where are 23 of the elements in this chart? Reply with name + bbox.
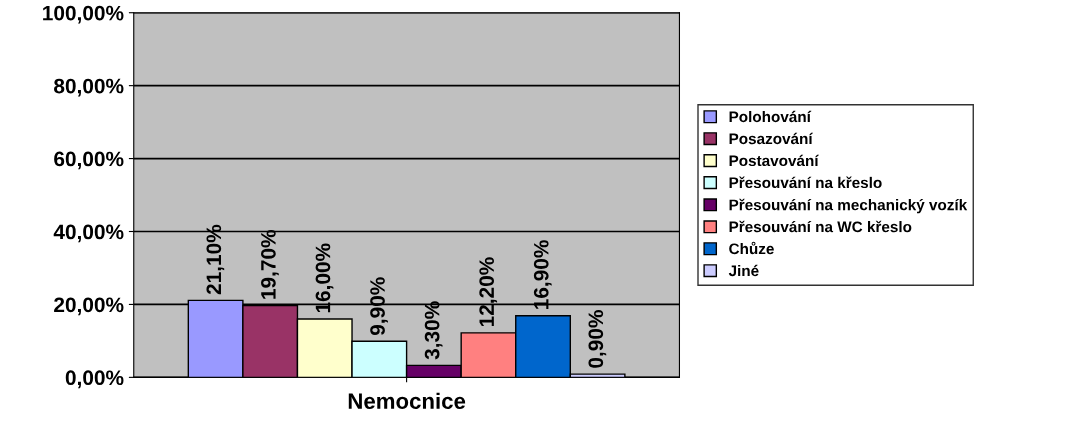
y-tick-label: 20,00% <box>54 297 124 316</box>
data-label: 0,90% <box>588 310 607 368</box>
legend-label: Postavování <box>729 154 819 167</box>
legend-label: Jiné <box>728 264 759 277</box>
y-tick-label: 40,00% <box>53 224 124 243</box>
y-tick-label: 80,00% <box>54 78 124 97</box>
data-label: 9,90% <box>370 277 388 336</box>
data-label: 12,20% <box>479 257 498 327</box>
y-tick-label: 60,00% <box>54 151 124 170</box>
legend-label: Posazování <box>729 132 814 145</box>
legend-label: Přesouvání na mechanický vozík <box>729 198 968 214</box>
data-label: 19,70% <box>261 229 279 299</box>
data-label: 21,10% <box>206 224 225 295</box>
y-tick-label: 100,00% <box>43 5 124 24</box>
y-tick-label: 0,00% <box>65 370 124 389</box>
legend-label: Polohování <box>729 110 812 123</box>
legend-label: Chůze <box>729 241 774 255</box>
legend-label: Přesouvání na křeslo <box>729 176 882 189</box>
data-label: 16,90% <box>533 240 552 309</box>
x-axis-title: Nemocnice <box>348 392 466 409</box>
data-label: 16,00% <box>315 243 334 313</box>
legend-label: Přesouvání na WC křeslo <box>729 220 912 233</box>
data-label: 3,30% <box>424 301 443 360</box>
